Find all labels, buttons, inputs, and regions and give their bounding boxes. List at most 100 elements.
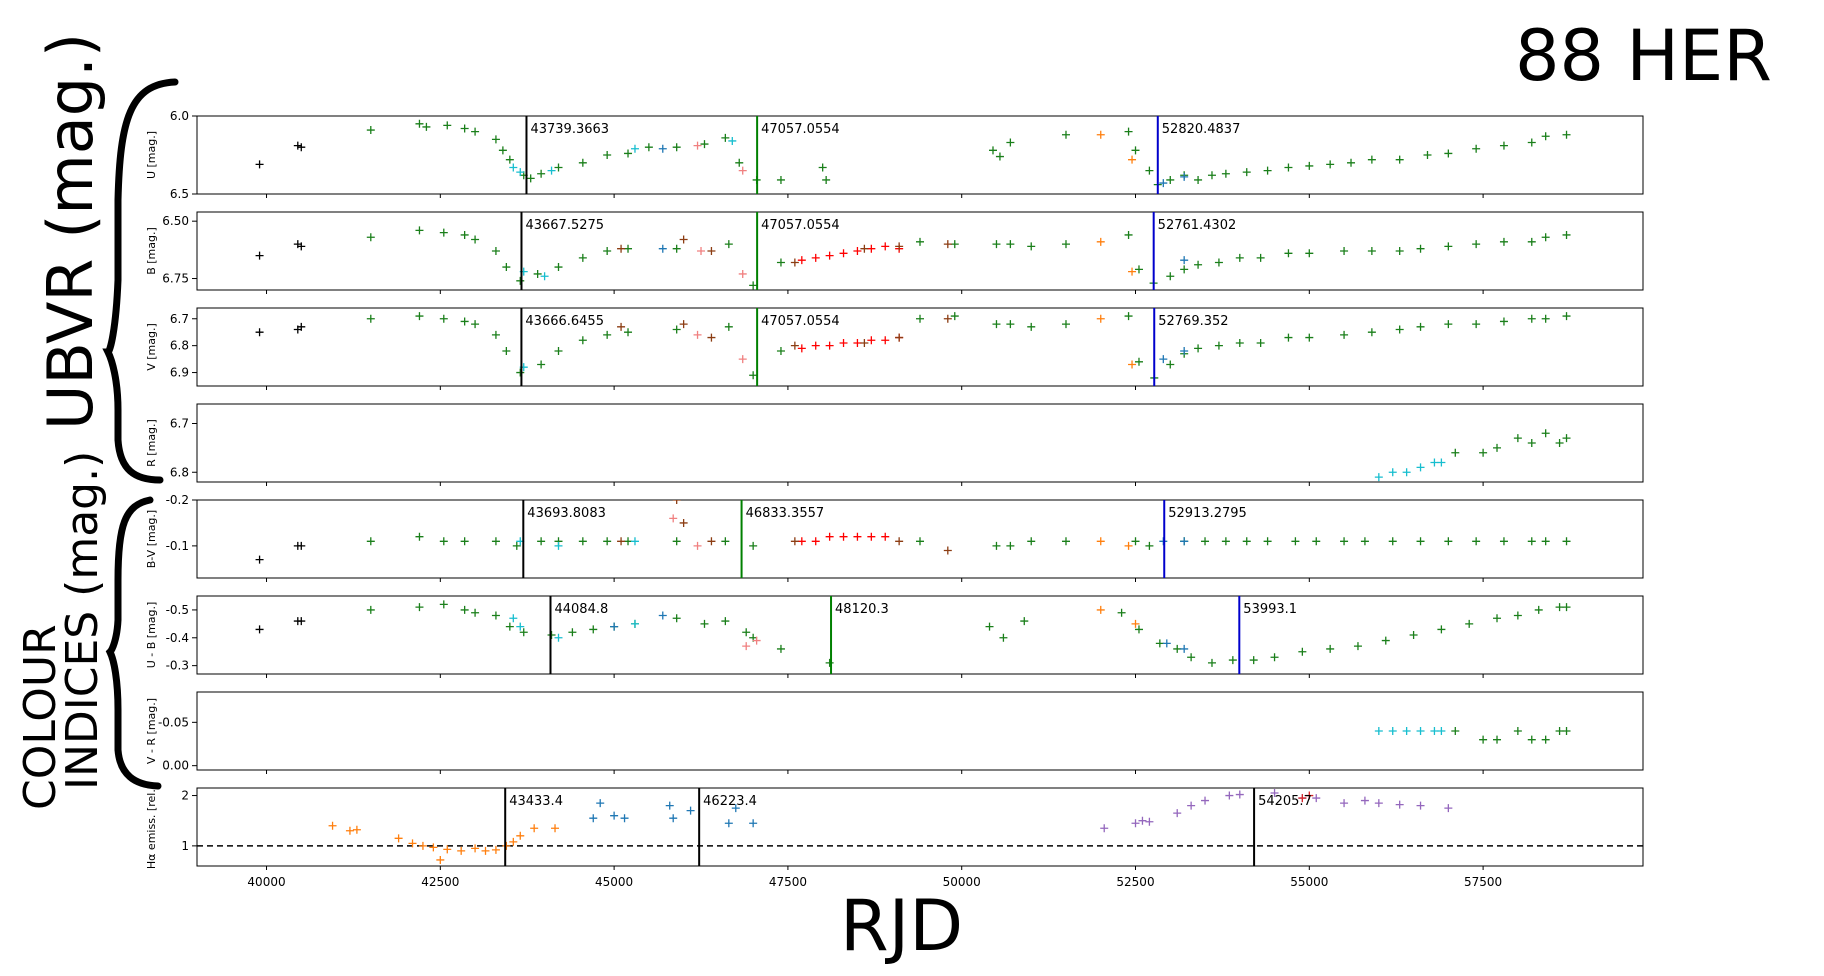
vertical-marker-label: 52769.352 bbox=[1158, 314, 1228, 329]
data-point bbox=[818, 163, 827, 172]
data-point bbox=[1423, 151, 1432, 159]
data-point bbox=[491, 611, 500, 620]
data-point bbox=[1367, 155, 1376, 164]
data-point bbox=[1527, 537, 1536, 546]
data-point bbox=[790, 341, 799, 350]
panel-1: 6.0 6.5 U [mag.] 43739.3663 47057.0554 52820.… bbox=[145, 109, 1644, 201]
data-point bbox=[672, 614, 681, 623]
data-point bbox=[1527, 138, 1536, 147]
data-point bbox=[1061, 537, 1070, 546]
panel-2: 6.50 6.75 B [mag.] 43667.5275 47057.0554 5276… bbox=[145, 211, 1644, 294]
data-point bbox=[516, 368, 525, 377]
vertical-marker-label: 53993.1 bbox=[1243, 602, 1297, 617]
data-point bbox=[1242, 168, 1251, 177]
data-point bbox=[1472, 537, 1481, 546]
data-point bbox=[916, 537, 924, 546]
data-point bbox=[811, 341, 820, 350]
panel-frame bbox=[196, 115, 1644, 195]
data-point bbox=[669, 514, 678, 523]
y-tick-label: 6.7 bbox=[170, 417, 189, 431]
panel-7: -0.05 0.00 V - R [mag.] bbox=[145, 691, 1644, 774]
data-point bbox=[578, 158, 587, 167]
data-point bbox=[1562, 603, 1571, 612]
data-point bbox=[1128, 360, 1137, 369]
data-point bbox=[439, 314, 448, 323]
data-point bbox=[1374, 473, 1383, 482]
data-point bbox=[551, 824, 560, 833]
data-point bbox=[352, 825, 361, 834]
data-point bbox=[491, 537, 500, 546]
data-point bbox=[418, 841, 427, 850]
data-point bbox=[415, 532, 424, 541]
data-point bbox=[811, 253, 820, 262]
data-point bbox=[672, 500, 681, 504]
data-point bbox=[297, 541, 306, 550]
data-point bbox=[992, 320, 1001, 329]
panel-frame bbox=[196, 691, 1644, 771]
data-point bbox=[697, 247, 706, 255]
data-point bbox=[1388, 468, 1397, 477]
data-point bbox=[554, 541, 563, 550]
data-point bbox=[589, 625, 598, 634]
colour-group-annotation-line2: INDICES (mag.) bbox=[57, 451, 108, 790]
x-tick-label: 50000 bbox=[943, 875, 981, 889]
data-point bbox=[1430, 458, 1439, 467]
data-point bbox=[1395, 155, 1404, 164]
data-point bbox=[1374, 727, 1383, 735]
data-point bbox=[439, 228, 448, 237]
data-point bbox=[471, 844, 480, 853]
data-point bbox=[1159, 179, 1168, 188]
data-point bbox=[505, 155, 514, 164]
data-point bbox=[603, 330, 612, 339]
data-point bbox=[985, 622, 994, 631]
y-tick-label: 6.8 bbox=[170, 339, 189, 353]
data-point bbox=[950, 312, 959, 321]
data-point bbox=[415, 312, 424, 321]
data-point bbox=[950, 240, 959, 249]
vertical-marker-label: 43667.5275 bbox=[525, 218, 604, 233]
data-point bbox=[1513, 434, 1522, 443]
data-point bbox=[1430, 727, 1439, 735]
data-point bbox=[1100, 824, 1109, 833]
data-point bbox=[1256, 253, 1265, 262]
vertical-marker-label: 47057.0554 bbox=[761, 122, 840, 137]
data-point bbox=[1493, 443, 1502, 452]
data-point bbox=[1305, 791, 1314, 800]
data-point bbox=[297, 617, 306, 626]
data-point bbox=[1180, 256, 1189, 265]
data-point bbox=[1173, 809, 1182, 818]
data-point bbox=[436, 855, 445, 864]
data-point bbox=[1472, 320, 1481, 329]
data-point bbox=[992, 541, 1001, 550]
data-point bbox=[1541, 132, 1550, 141]
data-point bbox=[1284, 163, 1293, 172]
data-point bbox=[1096, 314, 1105, 323]
data-point bbox=[1555, 603, 1564, 612]
data-point bbox=[749, 819, 758, 828]
data-point bbox=[853, 247, 862, 255]
data-point bbox=[1270, 653, 1279, 662]
data-point bbox=[1291, 537, 1300, 546]
data-point bbox=[516, 831, 525, 840]
data-point bbox=[679, 235, 688, 244]
y-axis-label: V [mag.] bbox=[145, 323, 158, 371]
data-point bbox=[1402, 727, 1411, 735]
data-point bbox=[724, 240, 733, 249]
data-point bbox=[498, 146, 507, 155]
data-point bbox=[328, 821, 337, 830]
data-point bbox=[1180, 172, 1189, 181]
data-point bbox=[255, 625, 264, 634]
data-point bbox=[895, 333, 904, 342]
data-point bbox=[481, 846, 490, 855]
data-point bbox=[728, 136, 737, 145]
data-point bbox=[1305, 161, 1314, 170]
data-point bbox=[700, 619, 709, 628]
y-tick-label: 6.5 bbox=[170, 187, 189, 201]
data-point bbox=[721, 133, 730, 142]
data-point bbox=[776, 258, 785, 267]
data-point bbox=[686, 806, 695, 815]
data-point bbox=[297, 322, 306, 331]
data-point bbox=[1416, 801, 1425, 810]
data-point bbox=[537, 537, 546, 546]
data-point bbox=[738, 166, 747, 175]
